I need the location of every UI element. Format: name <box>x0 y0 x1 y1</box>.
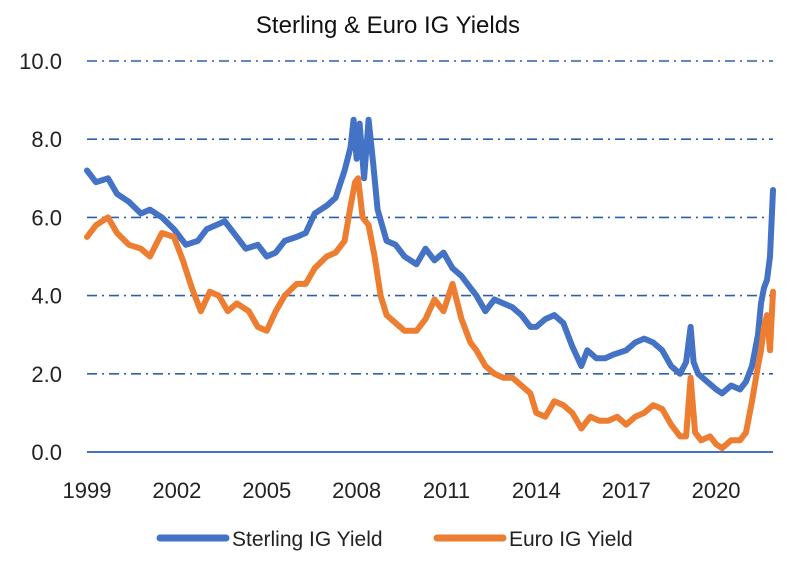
y-tick-label: 4.0 <box>31 284 62 309</box>
x-axis-ticks: 1999 2002 2005 2008 2011 2014 2017 2020 <box>63 478 741 503</box>
legend-label: Euro IG Yield <box>509 528 633 551</box>
y-axis-ticks: 0.0 2.0 4.0 6.0 8.0 10.0 <box>19 49 62 465</box>
grid <box>87 60 773 375</box>
series-line-euro-ig-yield <box>84 175 776 452</box>
y-tick-label: 10.0 <box>19 49 62 74</box>
x-tick-label: 2002 <box>152 478 201 503</box>
series-line-sterling-ig-yield <box>84 116 776 397</box>
y-tick-label: 0.0 <box>31 440 62 465</box>
series-group <box>84 116 776 452</box>
x-tick-label: 2014 <box>512 478 561 503</box>
chart-title: Sterling & Euro IG Yields <box>256 12 520 39</box>
legend: Sterling IG Yield Euro IG Yield <box>156 528 633 551</box>
x-tick-label: 2017 <box>602 478 651 503</box>
x-tick-label: 2005 <box>242 478 291 503</box>
x-tick-label: 2008 <box>332 478 381 503</box>
x-tick-label: 2020 <box>692 478 741 503</box>
y-tick-label: 2.0 <box>31 362 62 387</box>
legend-label: Sterling IG Yield <box>232 528 383 551</box>
y-tick-label: 8.0 <box>31 127 62 152</box>
y-tick-label: 6.0 <box>31 205 62 230</box>
x-tick-label: 1999 <box>63 478 112 503</box>
x-tick-label: 2011 <box>423 478 470 503</box>
